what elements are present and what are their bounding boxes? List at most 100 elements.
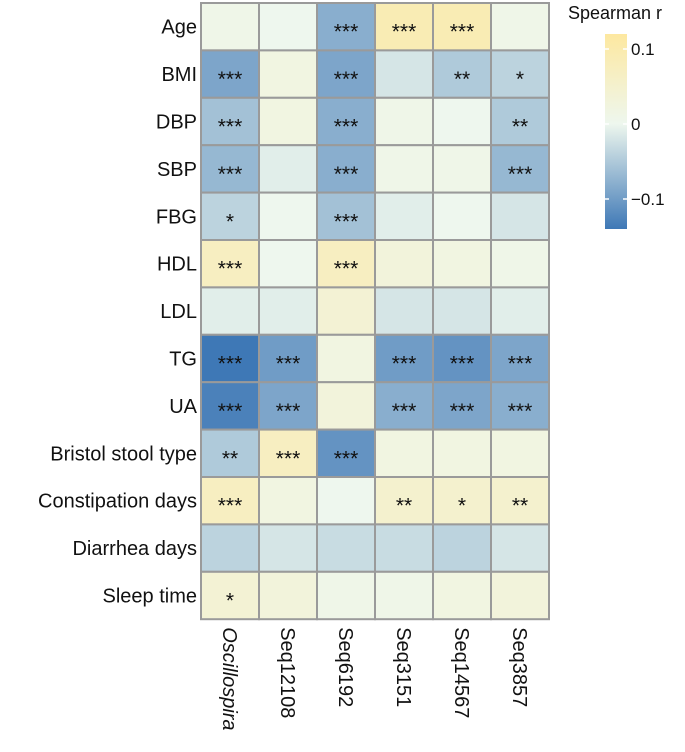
heatmap-cell (258, 570, 318, 621)
significance-label: * (226, 210, 234, 233)
significance-label: *** (334, 116, 359, 139)
legend-ticks: 0.1 0 −0.1 (605, 40, 665, 209)
row-labels: Age BMI DBP SBP FBG HDL LDL TG UA Bristol stool t… (38, 17, 198, 608)
heatmap-cell (374, 144, 434, 194)
significance-label: ** (222, 447, 238, 470)
heatmap-cell (432, 49, 492, 99)
heatmap-cell (200, 286, 260, 336)
row-label: Bristol stool type (50, 443, 197, 465)
significance-label: *** (334, 68, 359, 91)
heatmap-cell (316, 523, 376, 573)
heatmap-cell (374, 523, 434, 573)
heatmap-cell (200, 96, 260, 147)
heatmap-cell (316, 286, 376, 336)
heatmap-cell (432, 570, 492, 621)
legend-tick-label: −0.1 (631, 190, 665, 209)
heatmap-cell (316, 333, 376, 384)
significance-label: ** (512, 116, 528, 139)
legend-title: Spearman r (568, 3, 662, 23)
significance-label: * (458, 495, 466, 518)
row-label: DBP (156, 112, 197, 134)
significance-label: *** (392, 353, 417, 376)
significance-label: *** (276, 400, 301, 423)
heatmap-cell (258, 239, 318, 289)
heatmap-cell (432, 96, 492, 147)
heatmap-cell (432, 333, 492, 384)
row-label: HDL (157, 254, 197, 276)
heatmap-cell (490, 381, 550, 431)
significance-label: *** (450, 353, 475, 376)
significance-label: *** (508, 400, 533, 423)
legend-tick-label: 0.1 (631, 40, 655, 59)
significance-label: * (516, 68, 524, 91)
heatmap-cell (490, 428, 550, 479)
significance-label: *** (508, 353, 533, 376)
heatmap-cell (374, 570, 434, 621)
row-label: LDL (160, 301, 197, 323)
significance-label: *** (218, 495, 243, 518)
heatmap-cell (490, 523, 550, 573)
significance-label: ** (396, 495, 412, 518)
row-label: UA (169, 396, 197, 418)
heatmap-cell (200, 191, 260, 242)
significance-label: *** (218, 116, 243, 139)
heatmap-cell (258, 191, 318, 242)
heatmap-cell (490, 2, 550, 52)
column-label: Oscillospira (218, 627, 240, 730)
column-labels: Oscillospira Seq12108 Seq6192 Seq3151 Seq145… (218, 627, 530, 730)
row-label: BMI (161, 64, 197, 86)
row-label: Constipation days (38, 491, 197, 513)
heatmap-cell (258, 476, 318, 526)
heatmap-cell (200, 570, 260, 621)
heatmap-cell (316, 144, 376, 194)
heatmap-cell (490, 96, 550, 147)
row-label: TG (169, 349, 197, 371)
significance-stars: *** *** ****** *** ** **** *** ***** *** **** ****… (218, 21, 533, 613)
heatmap-cell (432, 144, 492, 194)
column-label: Seq12108 (276, 627, 298, 718)
heatmap-cell (374, 428, 434, 479)
significance-label: *** (508, 163, 533, 186)
significance-label: * (226, 590, 234, 613)
significance-label: *** (450, 21, 475, 44)
heatmap-cell (490, 239, 550, 289)
heatmap-cell (374, 191, 434, 242)
column-label: Seq14567 (450, 627, 472, 718)
column-label: Seq3857 (508, 627, 530, 707)
significance-label: *** (450, 400, 475, 423)
heatmap-cell (316, 476, 376, 526)
heatmap-cells (200, 2, 550, 621)
significance-label: *** (218, 258, 243, 281)
row-label: Diarrhea days (72, 538, 197, 560)
heatmap-cell (200, 381, 260, 431)
heatmap-cell (374, 333, 434, 384)
column-label: Seq6192 (334, 627, 356, 707)
heatmap-cell (258, 333, 318, 384)
heatmap-cell (258, 144, 318, 194)
heatmap-cell (432, 239, 492, 289)
heatmap-cell (200, 523, 260, 573)
heatmap-cell (490, 191, 550, 242)
heatmap-cell (490, 570, 550, 621)
heatmap-cell (374, 49, 434, 99)
significance-label: *** (334, 258, 359, 281)
heatmap-cell (316, 570, 376, 621)
heatmap-cell (200, 2, 260, 52)
heatmap-cell (432, 191, 492, 242)
heatmap-cell (316, 381, 376, 431)
significance-label: *** (276, 353, 301, 376)
heatmap-cell (258, 49, 318, 99)
heatmap-cell (258, 523, 318, 573)
significance-label: *** (218, 400, 243, 423)
heatmap-cell (374, 96, 434, 147)
row-label: Sleep time (103, 586, 198, 608)
significance-label: *** (218, 68, 243, 91)
heatmap-cell (432, 428, 492, 479)
heatmap-cell (258, 96, 318, 147)
significance-label: ** (512, 495, 528, 518)
significance-label: ** (454, 68, 470, 91)
heatmap-cell (200, 239, 260, 289)
significance-label: *** (392, 400, 417, 423)
significance-label: *** (392, 21, 417, 44)
